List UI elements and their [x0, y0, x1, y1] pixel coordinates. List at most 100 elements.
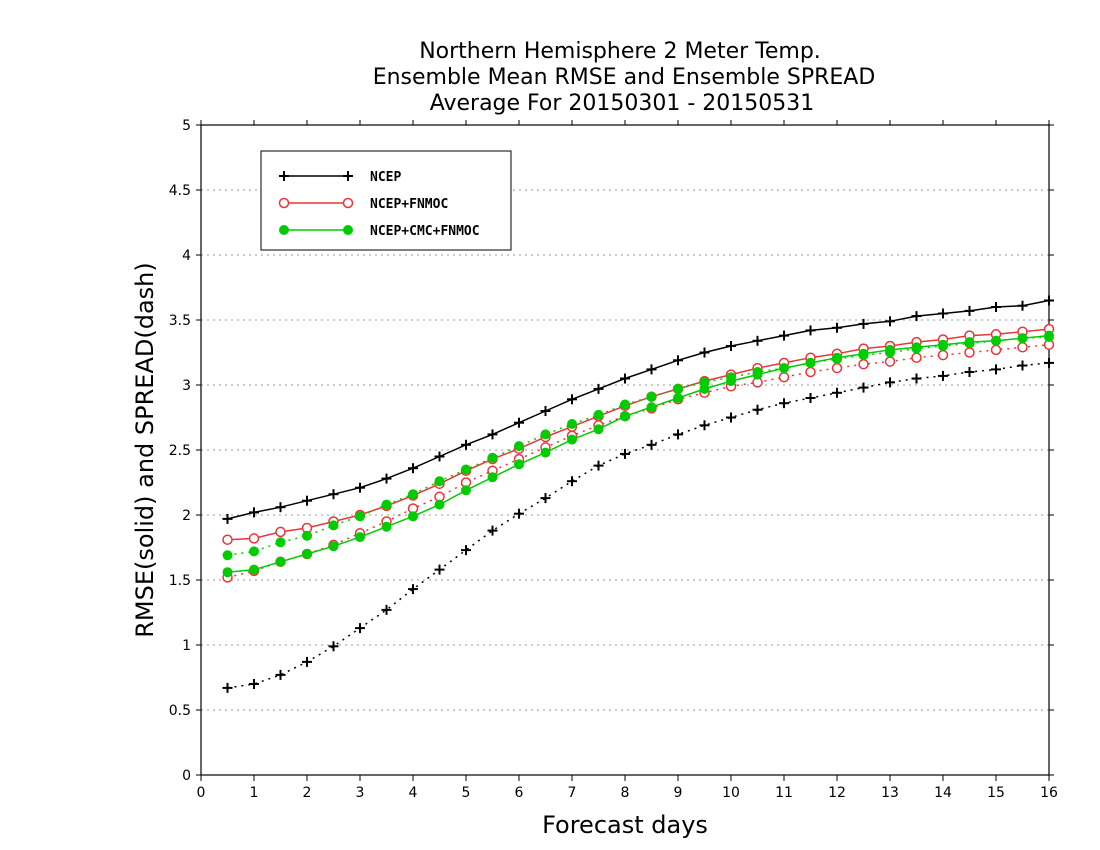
title-line-2: Ensemble Mean RMSE and Ensemble SPREAD [373, 65, 876, 90]
rmse-point [249, 507, 259, 518]
rmse-point [567, 434, 577, 445]
rmse-point [222, 567, 233, 578]
rmse-point [620, 373, 630, 384]
rmse-point [487, 429, 498, 440]
spread-point [540, 429, 551, 440]
spread-point [434, 564, 445, 575]
rmse-point [911, 311, 922, 322]
x-axis: 0 1 2 3 4 5 6 7 8 9 10 11 12 13 14 15 16 [197, 120, 1058, 801]
x-tick-label: 3 [356, 785, 365, 801]
rmse-point [567, 394, 577, 405]
rmse-point [726, 376, 736, 387]
rmse-point [381, 473, 392, 484]
rmse-point [1044, 295, 1054, 306]
spread-point [699, 420, 710, 431]
plus-marker [343, 171, 353, 181]
x-tick-label: 4 [409, 785, 418, 801]
y-tick-label: 4 [182, 248, 191, 264]
rmse-point [408, 463, 418, 474]
spread-point [778, 371, 790, 383]
legend-entry: NCEP [279, 170, 401, 185]
rmse-point [752, 335, 763, 346]
spread-point [805, 366, 816, 378]
x-tick-label: 16 [1040, 785, 1058, 801]
spread-point [805, 393, 816, 403]
spread-point [461, 464, 471, 475]
rmse-point [222, 534, 233, 545]
rmse-point [381, 521, 392, 532]
spread-point [328, 641, 339, 652]
rmse-point [832, 322, 842, 333]
spread-point [752, 404, 763, 415]
rmse-point [514, 459, 524, 470]
rmse-point [646, 402, 657, 413]
y-tick-label: 1.5 [169, 573, 191, 589]
spread-point [831, 362, 843, 374]
y-tick-label: 0.5 [169, 703, 191, 719]
x-tick-label: 5 [462, 785, 471, 801]
spread-point [567, 476, 577, 487]
spread-point [885, 377, 895, 388]
y-tick-label: 3.5 [169, 313, 191, 329]
rmse-point [593, 424, 604, 435]
y-tick-label: 1 [182, 638, 191, 654]
y-tick-label: 2 [182, 508, 191, 524]
spread-line [227, 336, 1050, 557]
rmse-point [355, 532, 365, 543]
rmse-point [434, 451, 445, 462]
rmse-point [328, 489, 339, 500]
rmse-point [487, 472, 498, 483]
rmse-point [805, 357, 816, 368]
x-tick-label: 11 [775, 785, 793, 801]
spread-point [275, 669, 286, 680]
legend-box [260, 150, 512, 251]
spread-point [540, 493, 551, 504]
rmse-point [938, 308, 948, 319]
spread-point [222, 682, 233, 693]
rmse-point [248, 533, 260, 544]
y-tick-label: 3 [182, 378, 191, 394]
spread-point [1017, 342, 1028, 353]
spread-point [937, 349, 949, 361]
series-ncep-cmc-fnmoc [222, 330, 1054, 578]
rmse-point [461, 439, 471, 450]
rmse-point [275, 526, 286, 538]
rmse-point [461, 485, 471, 496]
rmse-point [673, 393, 683, 403]
rmse-point [858, 318, 869, 329]
plus-marker [279, 171, 289, 181]
rmse-point [275, 502, 286, 513]
spread-point [275, 537, 286, 548]
title-line-3: Average For 20150301 - 20150531 [430, 91, 815, 116]
series-ncep-fnmoc [222, 323, 1055, 583]
spread-point [620, 399, 630, 410]
spread-point [593, 460, 604, 471]
rmse-point [858, 348, 869, 359]
rmse-point [302, 495, 312, 506]
rmse-line [227, 328, 1050, 541]
spread-point [779, 398, 789, 409]
y-tick-label: 2.5 [169, 443, 191, 459]
rmse-point [514, 417, 524, 428]
spread-point [514, 441, 524, 452]
spread-point [355, 623, 365, 634]
y-tick-label: 4.5 [169, 183, 191, 199]
rmse-point [646, 364, 657, 375]
x-axis-label: Forecast days [542, 811, 708, 839]
rmse-line [227, 334, 1050, 573]
rmse-point [779, 363, 789, 374]
rmse-point [1017, 333, 1028, 344]
rmse-point [408, 511, 418, 522]
x-tick-label: 13 [881, 785, 899, 801]
spread-point [911, 352, 922, 363]
rmse-point [593, 383, 604, 394]
spread-line [227, 343, 1050, 579]
spread-point [302, 656, 312, 667]
rmse-point [355, 482, 365, 493]
title-line-1: Northern Hemisphere 2 Meter Temp. [419, 39, 821, 64]
open-circle-marker [278, 197, 290, 209]
rmse-point [911, 342, 922, 353]
series-layer [222, 295, 1055, 693]
rmse-point [1017, 300, 1028, 311]
spread-point [381, 499, 392, 510]
